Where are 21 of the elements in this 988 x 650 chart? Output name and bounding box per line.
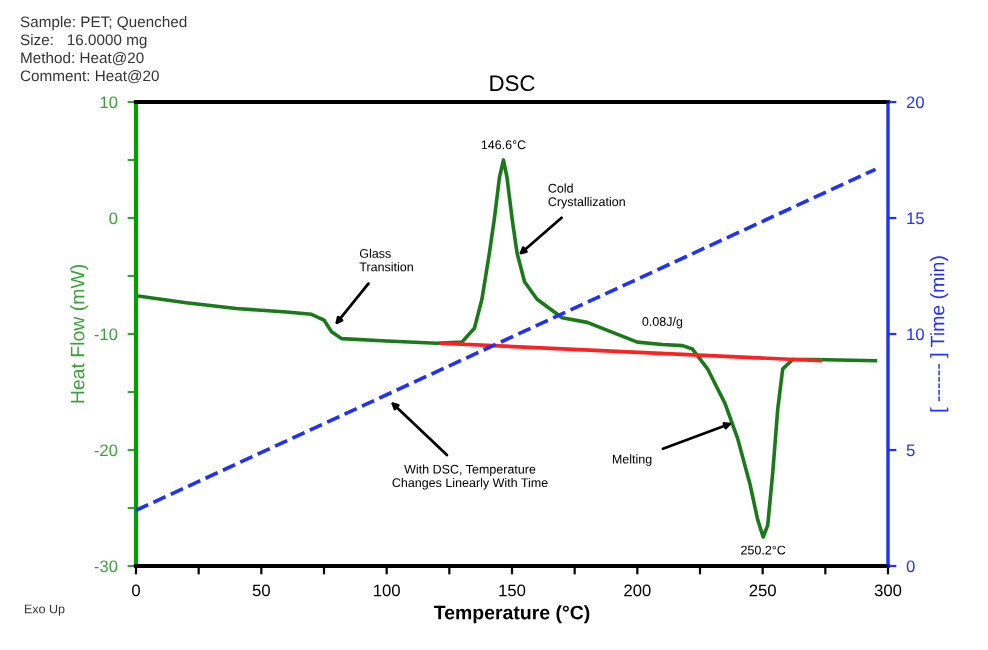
x-tick-label: 200: [624, 584, 651, 597]
y-tick-label: -30: [94, 560, 118, 573]
y-axis-title: Heat Flow (mW): [70, 264, 89, 403]
y-tick-label: 10: [100, 96, 118, 109]
y2-tick-label: 0: [906, 560, 915, 573]
x-tick-label: 300: [874, 584, 902, 597]
y-tick-label: 0: [109, 212, 118, 225]
x-tick-label: 250: [749, 584, 776, 597]
y2-axis-title: [ ------ ] Time (min): [930, 256, 949, 412]
chart-title: DSC: [490, 75, 535, 92]
y2-tick-label: 10: [907, 328, 924, 341]
x-tick-label: 0: [132, 584, 140, 597]
x-tick-label: 150: [499, 584, 526, 597]
y-tick-label: -20: [94, 444, 118, 457]
y2-tick-label: 15: [907, 212, 924, 225]
y2-tick-label: 5: [906, 444, 915, 457]
y-tick-label: -10: [94, 328, 118, 341]
x-axis-title: Temperature (°C): [433, 605, 590, 624]
x-tick-label: 50: [252, 584, 270, 597]
y2-tick-label: 20: [906, 96, 924, 109]
x-tick-label: 100: [374, 584, 400, 597]
